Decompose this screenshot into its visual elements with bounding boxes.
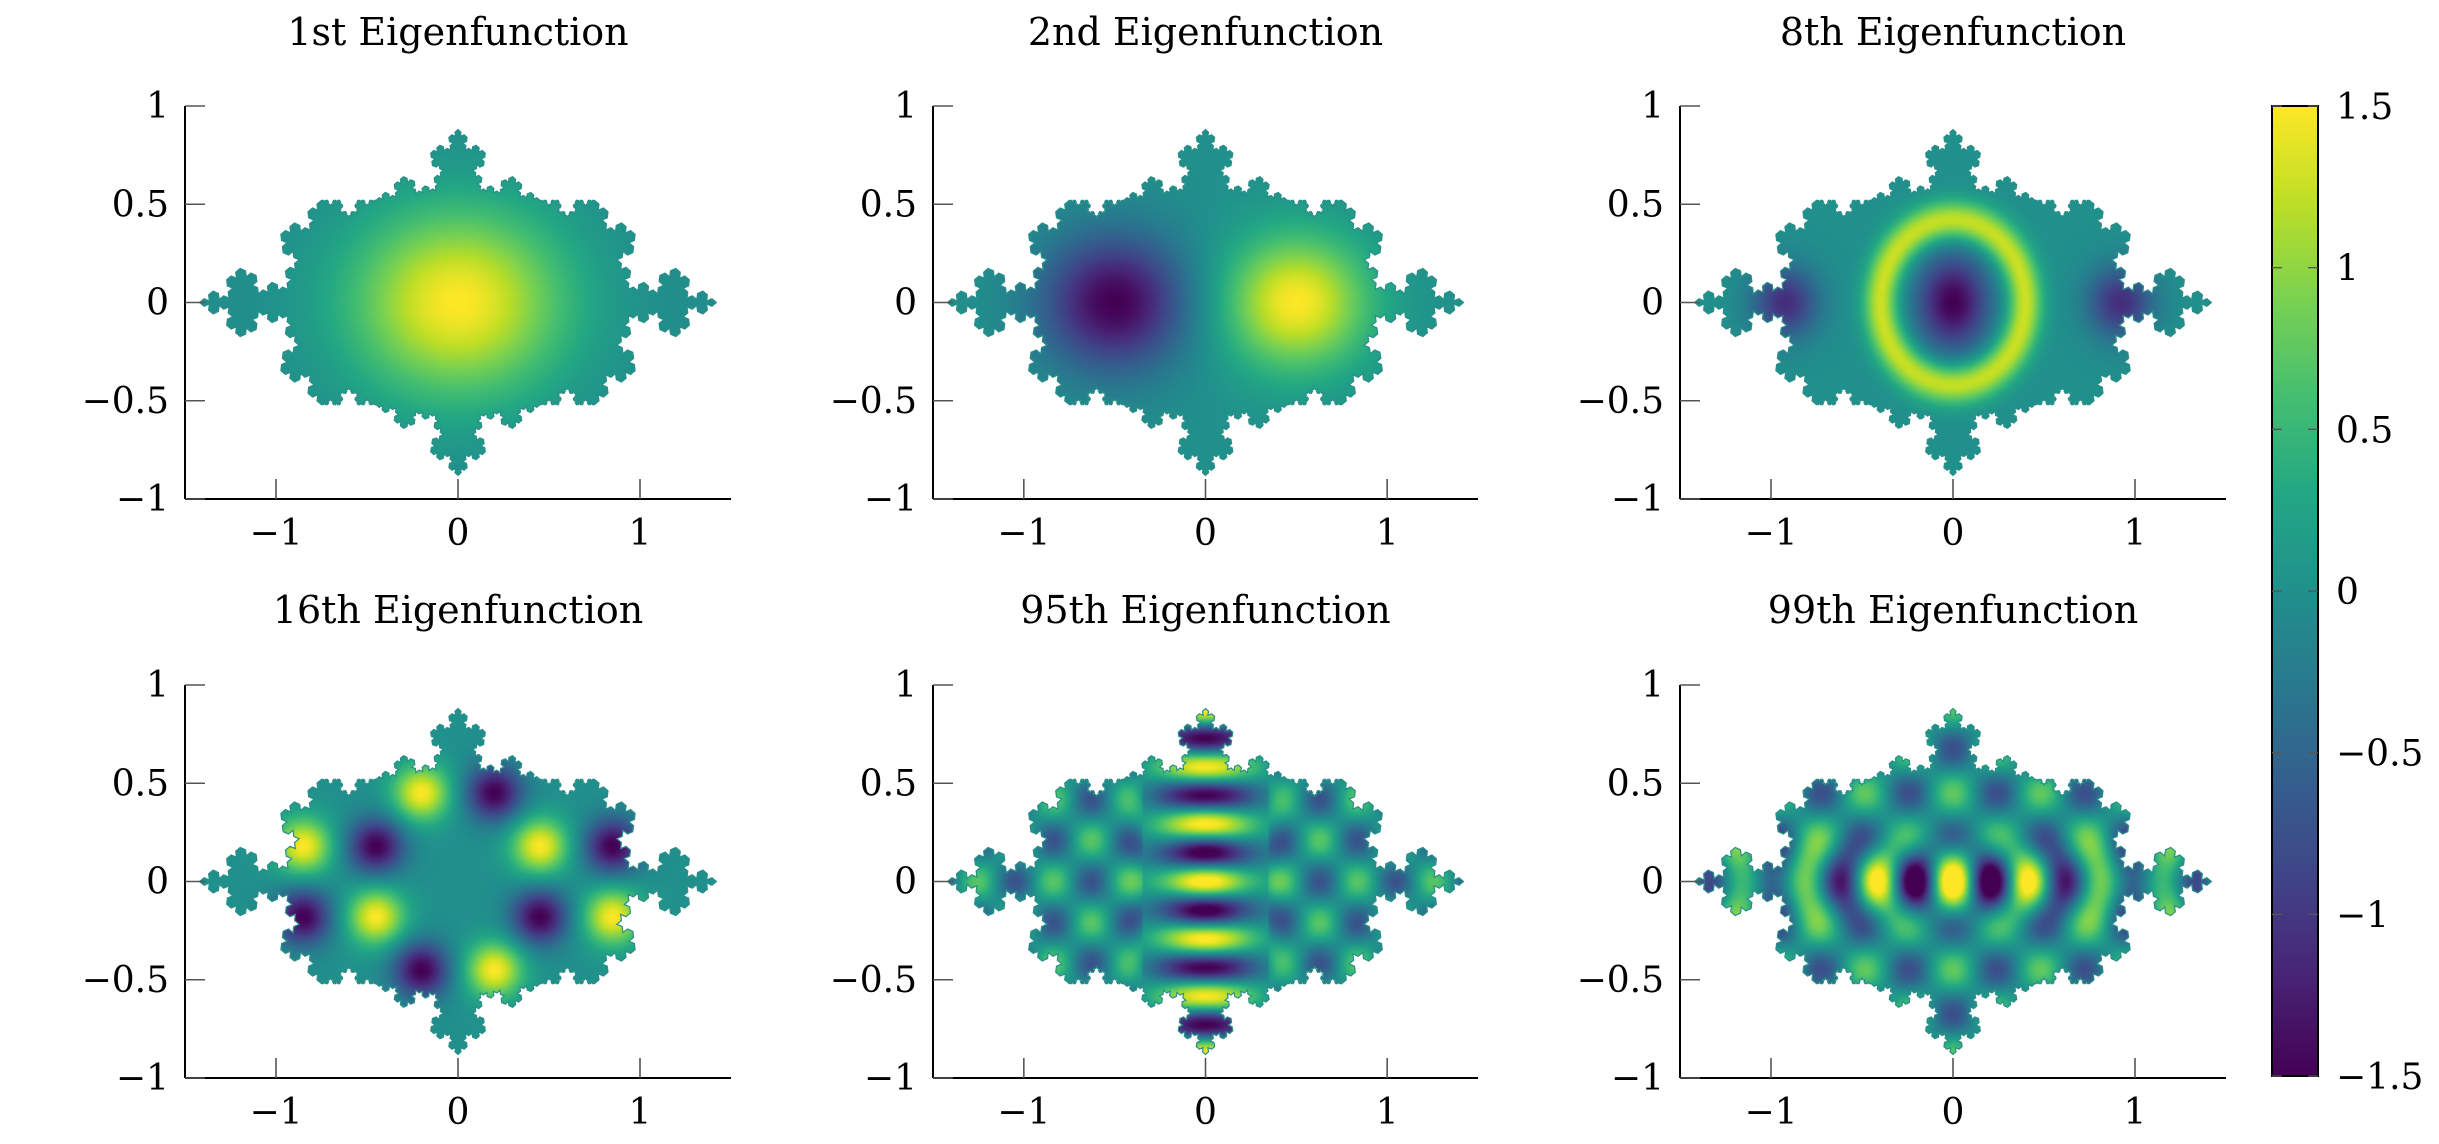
- x-tick-label: 0: [447, 513, 470, 554]
- heatmap-image: [199, 129, 717, 476]
- y-tick-label: 1: [146, 665, 169, 706]
- panel-title: 8th Eigenfunction: [1780, 10, 2126, 54]
- y-tick-label: 0: [1641, 283, 1664, 324]
- domain-outline: [198, 128, 718, 477]
- x-tick-label: 1: [2124, 1092, 2147, 1133]
- panel-6: −1 −0.5 0 0.5 1 −1 0 1 99th Eigenfunction: [1577, 588, 2226, 1133]
- colorbar: −1.5 −1 −0.5 0 0.5 1 1.5: [2271, 87, 2423, 1098]
- heatmap-image: [947, 708, 1464, 1055]
- x-tick-label: 1: [629, 1092, 652, 1133]
- y-tick-label: 0: [146, 862, 169, 903]
- y-tick-label: 1: [146, 86, 169, 127]
- domain-outline: [946, 707, 1465, 1056]
- panel-title: 16th Eigenfunction: [273, 588, 643, 632]
- x-tick-label: 1: [2124, 513, 2147, 554]
- heatmap-image: [1694, 129, 2212, 476]
- y-tick-label: −0.5: [1577, 960, 1664, 1001]
- y-tick-label: 0.5: [1607, 184, 1664, 225]
- x-tick-label: −1: [249, 513, 302, 554]
- colorbar-tick-label: −0.5: [2336, 734, 2423, 775]
- colorbar-tick-label: −1: [2336, 895, 2389, 936]
- x-tick-label: 0: [1942, 513, 1965, 554]
- x-tick-label: 1: [629, 513, 652, 554]
- x-tick-label: 0: [447, 1092, 470, 1133]
- colorbar-tick-label: 0: [2336, 572, 2359, 613]
- domain-outline: [1693, 128, 2213, 477]
- y-tick-label: 1: [894, 86, 917, 127]
- y-tick-label: −1: [1611, 479, 1664, 520]
- x-tick-label: −1: [997, 513, 1050, 554]
- y-tick-label: 0: [894, 862, 917, 903]
- panels: −1 −0.5 0 0.5 1 −1 0 1 1st Eigenfunction −1 −0.5 0 0…: [82, 10, 2226, 1133]
- domain-outline: [946, 128, 1465, 477]
- panel-2: −1 −0.5 0 0.5 1 −1 0 1 2nd Eigenfunction: [830, 10, 1478, 554]
- panel-5: −1 −0.5 0 0.5 1 −1 0 1 95th Eigenfunction: [830, 588, 1478, 1133]
- heatmap-image: [947, 129, 1464, 476]
- x-tick-label: −1: [1744, 1092, 1797, 1133]
- panel-title: 99th Eigenfunction: [1768, 588, 2138, 632]
- y-tick-label: −0.5: [82, 381, 169, 422]
- y-tick-label: 0.5: [860, 763, 917, 804]
- x-tick-label: 0: [1194, 513, 1217, 554]
- y-tick-label: 0: [894, 283, 917, 324]
- y-tick-label: 0.5: [112, 763, 169, 804]
- x-tick-label: −1: [997, 1092, 1050, 1133]
- y-tick-label: −1: [1611, 1058, 1664, 1099]
- colorbar-tick-label: −1.5: [2336, 1057, 2423, 1098]
- y-tick-label: 0.5: [112, 184, 169, 225]
- x-tick-label: −1: [249, 1092, 302, 1133]
- panel-title: 95th Eigenfunction: [1020, 588, 1390, 632]
- panel-1: −1 −0.5 0 0.5 1 −1 0 1 1st Eigenfunction: [82, 10, 731, 554]
- y-tick-label: 1: [1641, 665, 1664, 706]
- panel-4: −1 −0.5 0 0.5 1 −1 0 1 16th Eigenfunction: [82, 588, 731, 1133]
- domain-outline: [198, 707, 718, 1056]
- colorbar-tick-label: 1.5: [2336, 87, 2393, 128]
- y-tick-label: 1: [894, 665, 917, 706]
- y-tick-label: 1: [1641, 86, 1664, 127]
- panel-title: 2nd Eigenfunction: [1028, 10, 1383, 54]
- y-tick-label: −0.5: [1577, 381, 1664, 422]
- y-tick-label: −1: [116, 479, 169, 520]
- y-tick-label: −0.5: [830, 960, 917, 1001]
- heatmap-image: [1694, 708, 2212, 1055]
- x-tick-label: −1: [1744, 513, 1797, 554]
- panel-3: −1 −0.5 0 0.5 1 −1 0 1 8th Eigenfunction: [1577, 10, 2226, 554]
- y-tick-label: −1: [864, 1058, 917, 1099]
- y-tick-label: 0.5: [1607, 763, 1664, 804]
- y-tick-label: 0.5: [860, 184, 917, 225]
- y-tick-label: 0: [146, 283, 169, 324]
- y-tick-label: 0: [1641, 862, 1664, 903]
- x-tick-label: 1: [1376, 1092, 1399, 1133]
- domain-outline: [1693, 707, 2213, 1056]
- y-tick-label: −1: [116, 1058, 169, 1099]
- colorbar-tick-label: 1: [2336, 249, 2359, 290]
- heatmap-image: [199, 708, 717, 1055]
- y-tick-label: −0.5: [82, 960, 169, 1001]
- x-tick-label: 0: [1942, 1092, 1965, 1133]
- x-tick-label: 0: [1194, 1092, 1217, 1133]
- x-tick-label: 1: [1376, 513, 1399, 554]
- colorbar-tick-label: 0.5: [2336, 410, 2393, 451]
- panel-title: 1st Eigenfunction: [287, 10, 628, 54]
- y-tick-label: −1: [864, 479, 917, 520]
- y-tick-label: −0.5: [830, 381, 917, 422]
